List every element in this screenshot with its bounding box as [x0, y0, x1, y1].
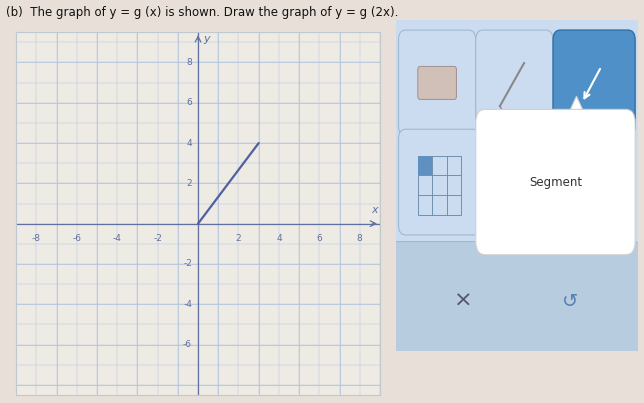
Text: x: x — [372, 205, 378, 215]
Text: -6: -6 — [183, 340, 192, 349]
Text: 8: 8 — [357, 234, 363, 243]
Text: ×: × — [455, 291, 473, 311]
Polygon shape — [564, 96, 589, 123]
Text: 4: 4 — [186, 139, 192, 147]
Text: -8: -8 — [32, 234, 41, 243]
Text: 8: 8 — [186, 58, 192, 67]
Text: -2: -2 — [153, 234, 162, 243]
Text: -6: -6 — [72, 234, 81, 243]
FancyBboxPatch shape — [389, 14, 642, 361]
Bar — [418, 156, 461, 215]
FancyBboxPatch shape — [476, 109, 635, 255]
FancyBboxPatch shape — [399, 30, 476, 136]
Text: -2: -2 — [183, 260, 192, 268]
FancyBboxPatch shape — [418, 66, 457, 100]
Text: 2: 2 — [236, 234, 242, 243]
Text: ↺: ↺ — [562, 291, 578, 311]
FancyBboxPatch shape — [476, 30, 553, 136]
Text: -4: -4 — [183, 300, 192, 309]
Text: Segment: Segment — [529, 176, 582, 189]
Text: (b)  The graph of y = g (x) is shown. Draw the graph of y = g (2x).: (b) The graph of y = g (x) is shown. Dra… — [6, 6, 399, 19]
Text: 6: 6 — [316, 234, 322, 243]
Text: y: y — [203, 34, 210, 44]
FancyBboxPatch shape — [553, 30, 635, 136]
FancyBboxPatch shape — [389, 241, 642, 361]
Text: 2: 2 — [186, 179, 192, 188]
FancyBboxPatch shape — [399, 129, 480, 235]
Text: 6: 6 — [186, 98, 192, 107]
Text: 4: 4 — [276, 234, 281, 243]
Text: -4: -4 — [113, 234, 122, 243]
Bar — [418, 156, 432, 175]
